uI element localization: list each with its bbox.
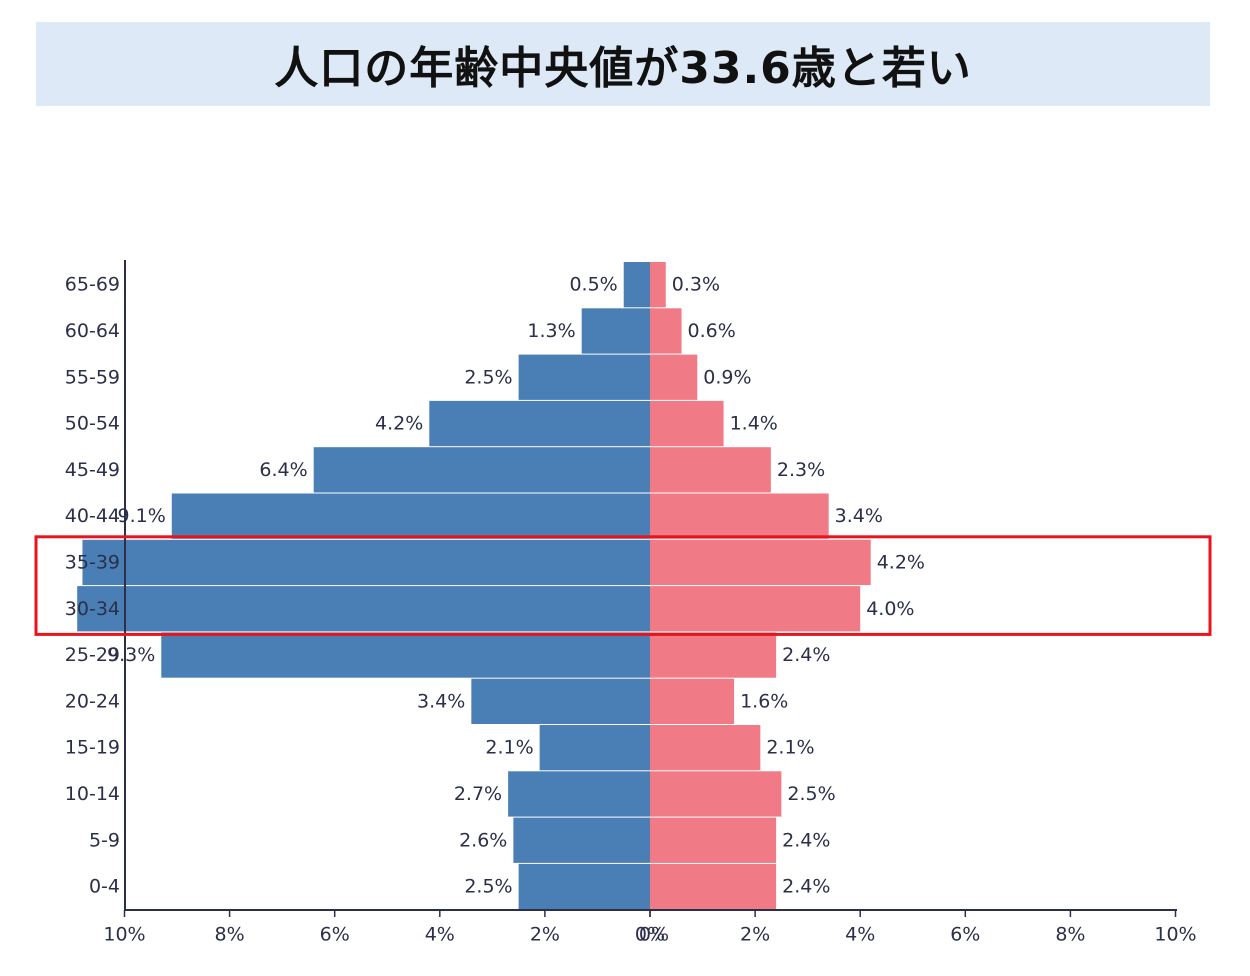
bar-right-45-49 (650, 447, 771, 493)
data-label-left-60-64: 1.3% (527, 320, 575, 342)
category-label-10-14: 10-14 (65, 783, 120, 805)
bar-left-45-49 (313, 447, 650, 493)
category-label-40-44: 40-44 (65, 505, 120, 527)
x-tick-label-right-1: 2% (740, 924, 770, 946)
bar-left-40-44 (171, 493, 651, 539)
bar-left-15-19 (539, 725, 650, 771)
data-label-right-5-9: 2.4% (782, 829, 830, 851)
category-label-65-69: 65-69 (65, 274, 120, 296)
bar-left-25-29 (161, 632, 650, 678)
data-label-right-30-34: 4.0% (866, 598, 914, 620)
x-tick-label-right-5: 10% (1154, 924, 1196, 946)
chart-title: 人口の年齢中央値が33.6歳と若い (274, 43, 972, 94)
x-tick-label-left-2: 6% (320, 924, 350, 946)
data-label-right-50-54: 1.4% (730, 413, 778, 435)
data-label-left-0-4: 2.5% (464, 876, 512, 898)
data-label-left-15-19: 2.1% (485, 737, 533, 759)
data-label-right-0-4: 2.4% (782, 876, 830, 898)
bar-right-15-19 (650, 725, 761, 771)
data-label-right-60-64: 0.6% (688, 320, 736, 342)
data-label-right-40-44: 3.4% (835, 505, 883, 527)
bar-right-35-39 (650, 539, 871, 586)
bar-left-20-24 (471, 678, 650, 724)
bar-right-0-4 (650, 863, 777, 910)
data-label-right-35-39: 4.2% (877, 551, 925, 573)
bar-left-55-59 (518, 354, 650, 400)
category-label-15-19: 15-19 (65, 737, 120, 759)
bar-right-50-54 (650, 400, 724, 447)
data-label-left-50-54: 4.2% (375, 413, 423, 435)
data-label-left-20-24: 3.4% (417, 690, 465, 712)
data-label-left-45-49: 6.4% (259, 459, 307, 481)
bar-right-55-59 (650, 354, 698, 400)
category-label-35-39: 35-39 (65, 551, 120, 573)
bar-right-65-69 (650, 262, 666, 308)
data-label-left-40-44: 9.1% (118, 505, 166, 527)
bar-left-50-54 (429, 400, 650, 447)
bar-right-40-44 (650, 493, 829, 539)
category-label-60-64: 60-64 (65, 320, 120, 342)
highlight-box (34, 535, 1212, 636)
category-label-45-49: 45-49 (65, 459, 120, 481)
category-label-5-9: 5-9 (89, 829, 120, 851)
bar-right-10-14 (650, 771, 782, 817)
bar-right-5-9 (650, 817, 777, 863)
bar-right-30-34 (650, 586, 861, 632)
bar-left-30-34 (77, 586, 650, 632)
x-tick-label-left-3: 4% (425, 924, 455, 946)
category-label-25-29: 25-29 (65, 644, 120, 666)
data-label-right-20-24: 1.6% (740, 690, 788, 712)
x-tick-label-left-4: 2% (530, 924, 560, 946)
category-label-20-24: 20-24 (65, 690, 120, 712)
x-tick-label-left-0: 10% (103, 924, 145, 946)
data-label-right-25-29: 2.4% (782, 644, 830, 666)
title-banner: 人口の年齢中央値が33.6歳と若い (36, 22, 1210, 106)
bar-left-65-69 (623, 262, 650, 308)
bar-right-25-29 (650, 632, 777, 678)
x-tick-label-right-2: 4% (845, 924, 875, 946)
category-label-0-4: 0-4 (89, 876, 120, 898)
category-label-50-54: 50-54 (65, 413, 120, 435)
data-label-right-10-14: 2.5% (787, 783, 835, 805)
bar-right-60-64 (650, 308, 682, 354)
data-label-right-15-19: 2.1% (766, 737, 814, 759)
data-label-left-10-14: 2.7% (454, 783, 502, 805)
category-label-55-59: 55-59 (65, 366, 120, 388)
bar-left-5-9 (513, 817, 650, 863)
x-tick-label-right-4: 8% (1055, 924, 1085, 946)
data-label-left-65-69: 0.5% (569, 274, 617, 296)
x-tick-label-left-5: 0% (635, 924, 665, 946)
data-label-left-55-59: 2.5% (464, 366, 512, 388)
data-label-right-65-69: 0.3% (672, 274, 720, 296)
x-tick-label-left-1: 8% (215, 924, 245, 946)
bar-left-0-4 (518, 863, 650, 910)
data-label-right-55-59: 0.9% (703, 366, 751, 388)
data-label-left-5-9: 2.6% (459, 829, 507, 851)
bar-left-60-64 (581, 308, 650, 354)
x-tick-label-right-0: 0% (639, 924, 669, 946)
data-label-left-25-29: 9.3% (107, 644, 155, 666)
x-tick-label-right-3: 6% (950, 924, 980, 946)
bar-right-20-24 (650, 678, 735, 724)
bar-left-35-39 (82, 539, 650, 586)
data-label-right-45-49: 2.3% (777, 459, 825, 481)
bar-left-10-14 (508, 771, 650, 817)
category-label-30-34: 30-34 (65, 598, 120, 620)
